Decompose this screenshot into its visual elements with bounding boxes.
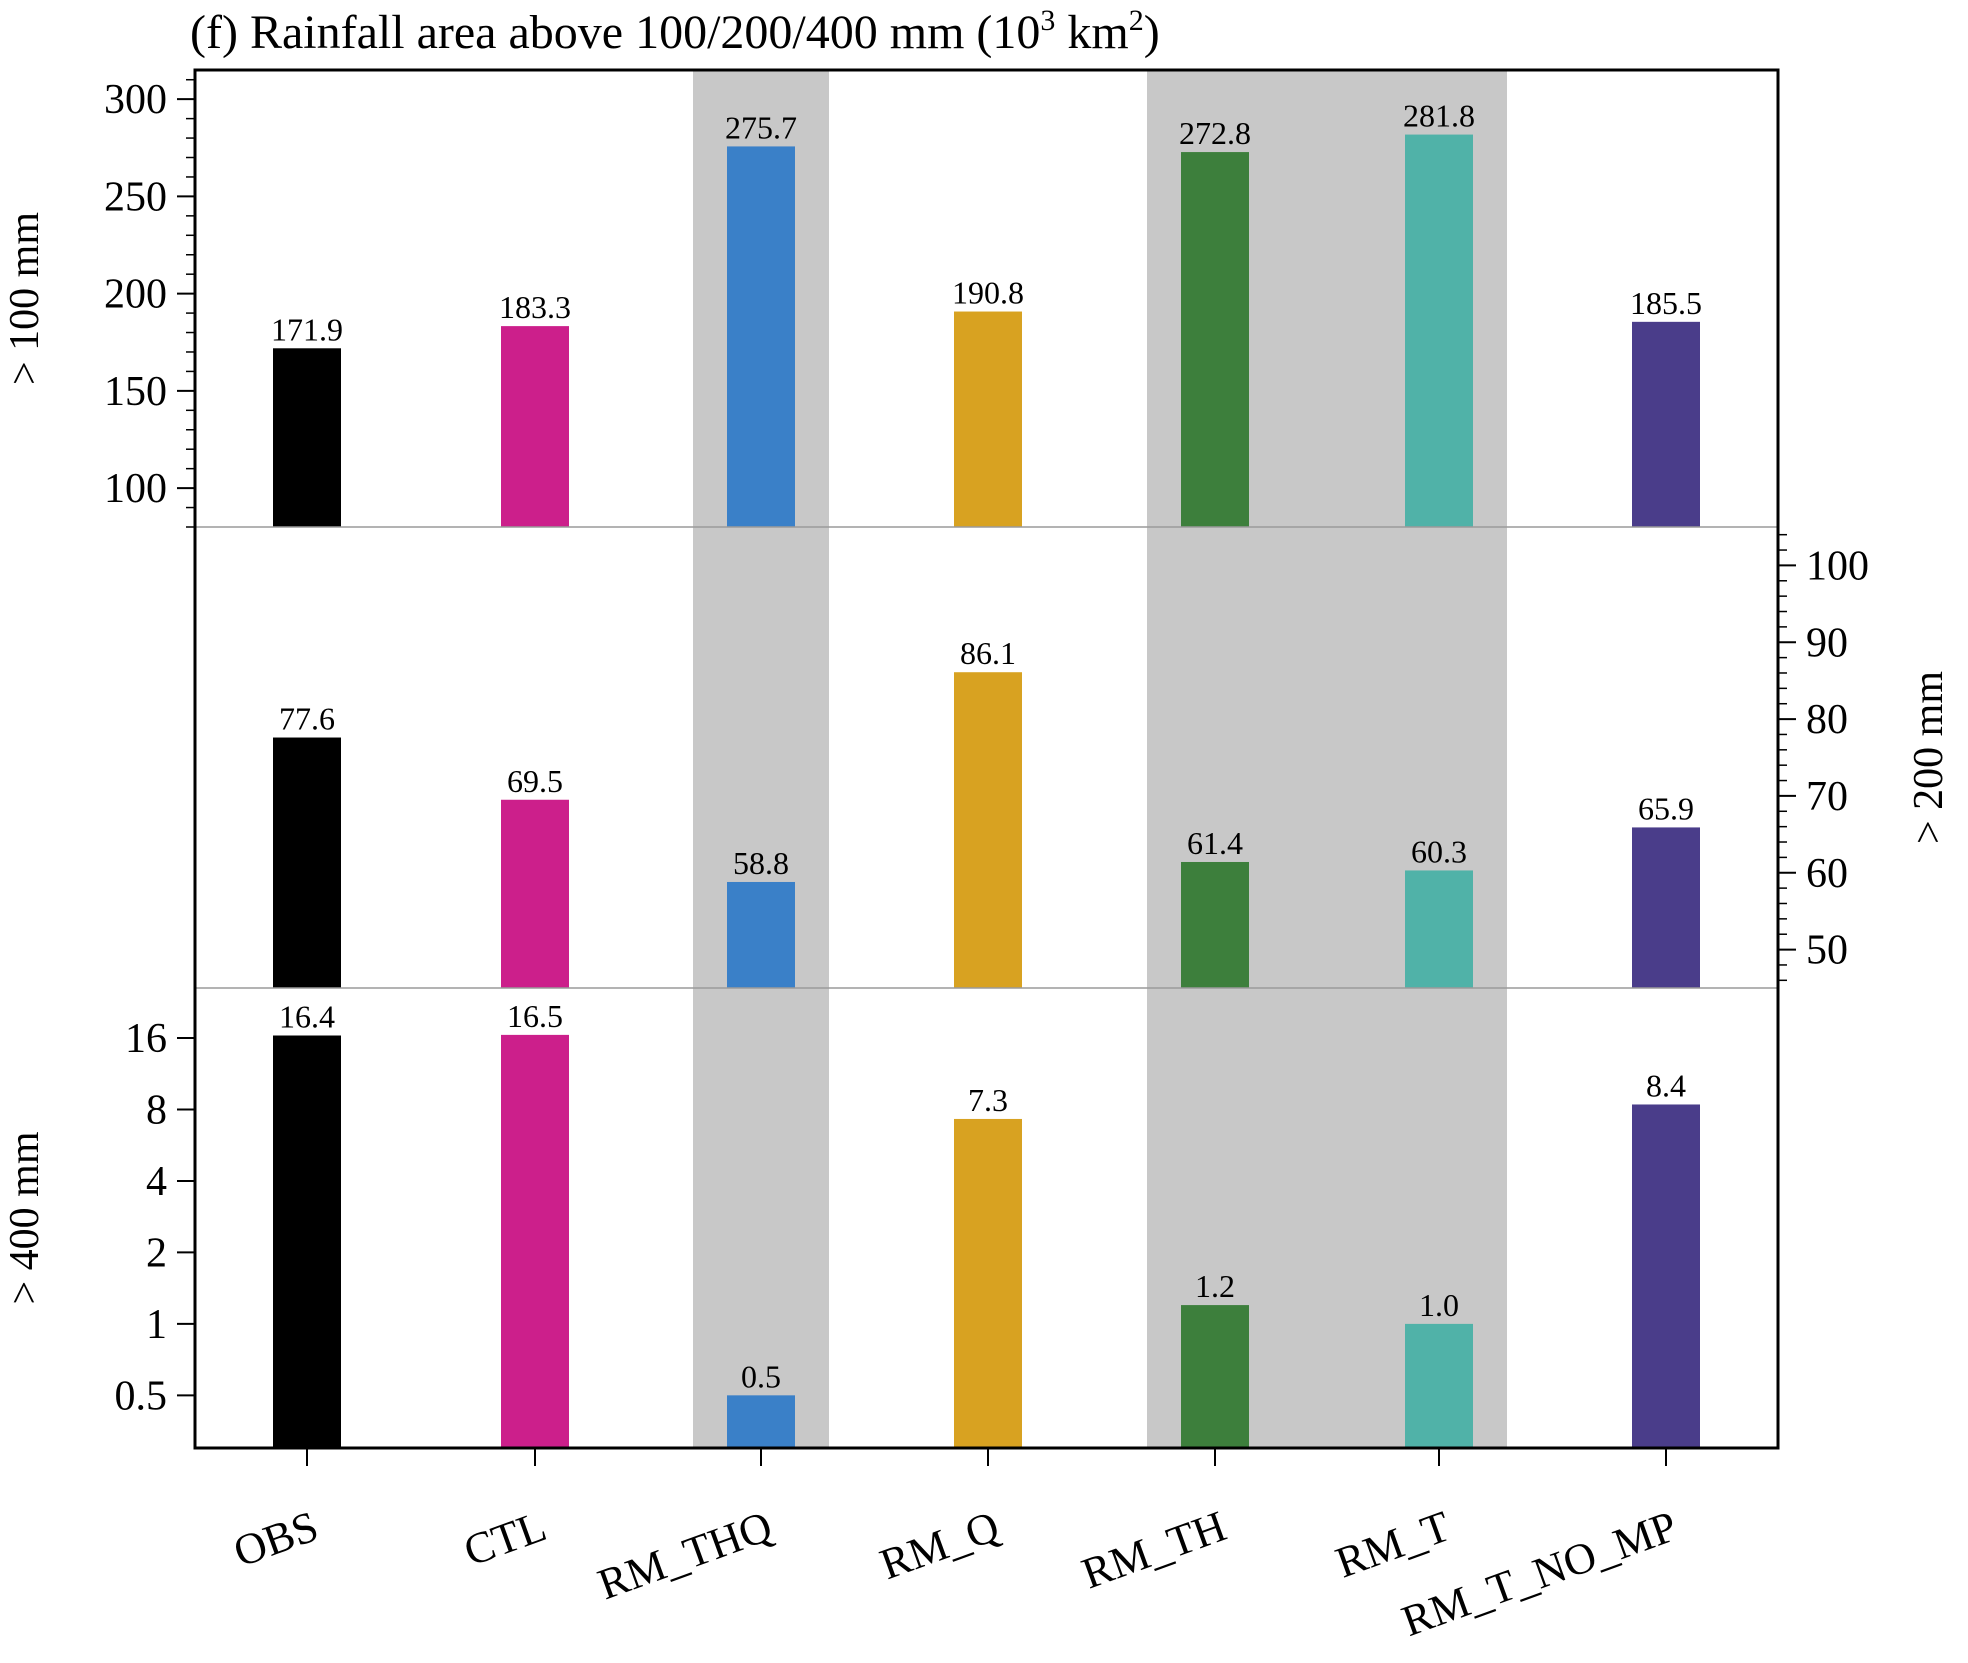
top-tick-label: 300 <box>104 77 167 123</box>
top-value-label-rm-th: 272.8 <box>1179 115 1251 151</box>
bottom-value-label-rm-q: 7.3 <box>968 1082 1008 1118</box>
bottom-tick-label: 1 <box>146 1302 167 1348</box>
bottom-bar-rm-t <box>1405 1323 1473 1448</box>
top-tick-label: 150 <box>104 369 167 415</box>
shade-layer <box>693 70 1507 1448</box>
top-bar-rm-thq <box>727 146 795 527</box>
bottom-tick-label: 8 <box>146 1088 167 1134</box>
bottom-value-label-rm-thq: 0.5 <box>741 1358 781 1394</box>
bottom-bar-rm-thq <box>727 1395 795 1448</box>
middle-value-label-obs: 77.6 <box>279 701 335 737</box>
middle-bar-rm-t-no-mp <box>1632 827 1700 988</box>
bottom-tick-label: 2 <box>146 1230 167 1276</box>
middle-tick-label: 90 <box>1806 620 1848 666</box>
middle-bar-rm-q <box>954 672 1022 988</box>
x-label-rm-q: RM_Q <box>874 1501 1006 1589</box>
middle-value-label-rm-q: 86.1 <box>960 635 1016 671</box>
bottom-value-label-rm-t: 1.0 <box>1419 1287 1459 1323</box>
top-value-label-obs: 171.9 <box>271 311 343 347</box>
middle-bar-ctl <box>501 799 569 988</box>
bottom-bar-ctl <box>501 1034 569 1448</box>
bottom-tick-label: 0.5 <box>115 1373 168 1419</box>
top-value-label-rm-thq: 275.7 <box>725 109 797 145</box>
top-bar-rm-t-no-mp <box>1632 321 1700 527</box>
middle-tick-label: 80 <box>1806 697 1848 743</box>
middle-value-label-rm-thq: 58.8 <box>733 845 789 881</box>
x-label-ctl: CTL <box>458 1501 553 1575</box>
bottom-value-label-ctl: 16.5 <box>507 998 563 1034</box>
middle-bar-rm-t <box>1405 870 1473 988</box>
middle-y-axis-label: > 200 mm <box>1906 671 1952 844</box>
bottom-tick-label: 4 <box>146 1159 167 1205</box>
bottom-bar-rm-th <box>1181 1305 1249 1448</box>
top-tick-label: 200 <box>104 272 167 318</box>
middle-value-label-ctl: 69.5 <box>507 763 563 799</box>
middle-bar-obs <box>273 737 341 988</box>
plot-frame <box>193 68 1780 1450</box>
top-bar-rm-t <box>1405 134 1473 527</box>
bottom-value-label-obs: 16.4 <box>279 999 335 1035</box>
x-label-rm-thq: RM_THQ <box>592 1501 779 1609</box>
bottom-bar-rm-t-no-mp <box>1632 1104 1700 1448</box>
middle-tick-label: 100 <box>1806 543 1869 589</box>
bottom-y-axis-label: > 400 mm <box>2 1131 48 1304</box>
middle-value-label-rm-t: 60.3 <box>1411 833 1467 869</box>
middle-tick-label: 50 <box>1806 928 1848 974</box>
top-value-label-rm-q: 190.8 <box>952 275 1024 311</box>
bottom-value-label-rm-t-no-mp: 8.4 <box>1646 1067 1686 1103</box>
top-bar-rm-th <box>1181 152 1249 527</box>
middle-bar-rm-thq <box>727 881 795 988</box>
top-bar-obs <box>273 348 341 527</box>
top-bar-rm-q <box>954 311 1022 527</box>
bottom-value-label-rm-th: 1.2 <box>1195 1268 1235 1304</box>
top-value-label-rm-t: 281.8 <box>1403 98 1475 134</box>
axes-layer <box>177 68 1796 1466</box>
top-value-label-rm-t-no-mp: 185.5 <box>1630 285 1702 321</box>
middle-tick-label: 70 <box>1806 774 1848 820</box>
x-label-rm-th: RM_TH <box>1076 1501 1233 1598</box>
middle-value-label-rm-th: 61.4 <box>1187 825 1243 861</box>
top-value-label-ctl: 183.3 <box>499 289 571 325</box>
bottom-bar-rm-q <box>954 1118 1022 1448</box>
chart-title: (f) Rainfall area above 100/200/400 mm (… <box>190 4 1160 59</box>
middle-value-label-rm-t-no-mp: 65.9 <box>1638 790 1694 826</box>
top-y-axis-label: > 100 mm <box>2 212 48 385</box>
bottom-tick-label: 16 <box>125 1016 167 1062</box>
x-label-obs: OBS <box>227 1501 324 1576</box>
bars-layer <box>273 134 1700 1448</box>
middle-bar-rm-th <box>1181 861 1249 988</box>
x-label-rm-t: RM_T <box>1329 1501 1456 1587</box>
top-bar-ctl <box>501 326 569 527</box>
middle-tick-label: 60 <box>1806 851 1848 897</box>
top-tick-label: 250 <box>104 174 167 220</box>
top-tick-label: 100 <box>104 466 167 512</box>
bottom-bar-obs <box>273 1035 341 1448</box>
